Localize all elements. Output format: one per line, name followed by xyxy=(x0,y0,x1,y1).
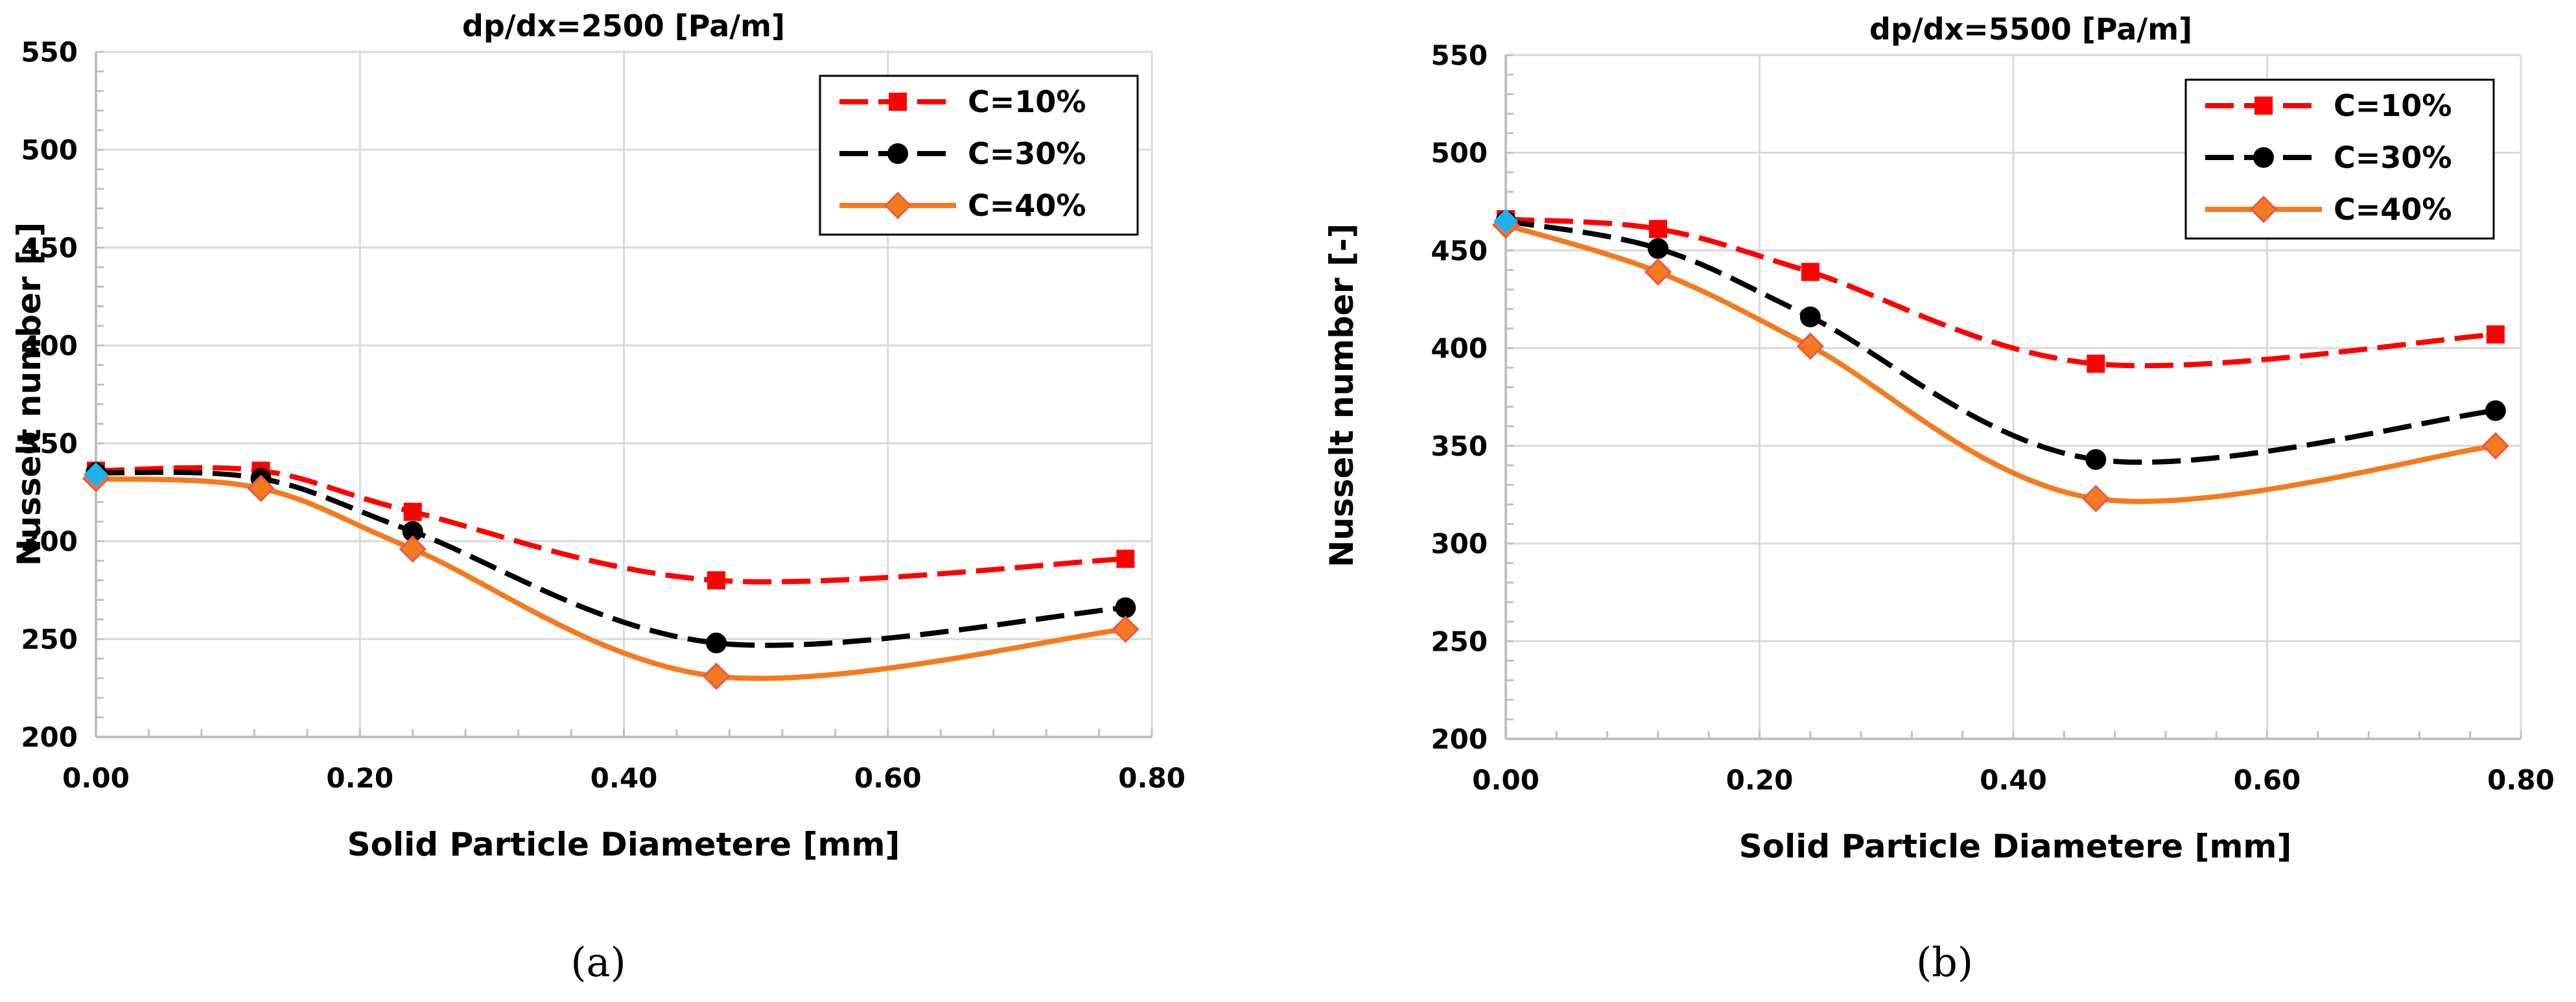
series-C=10% xyxy=(87,461,1135,590)
legend-marker xyxy=(2249,195,2278,224)
y-tick-label: 350 xyxy=(21,428,78,460)
data-point xyxy=(1799,306,1821,327)
data-point xyxy=(702,662,731,690)
series-C=40% xyxy=(82,465,1140,690)
legend-box xyxy=(2184,78,2495,240)
y-tick-label: 300 xyxy=(1431,528,1488,560)
legend-marker xyxy=(2253,147,2274,168)
chart-panel-a: dp/dx=2500 [Pa/m] 200 250 300 350 400 450 500 55… xyxy=(10,8,1186,986)
data-point xyxy=(1116,550,1135,568)
x-tick-label: 0.60 xyxy=(854,762,922,794)
x-tick-label: 0.60 xyxy=(2234,764,2301,796)
data-point xyxy=(2082,485,2110,513)
data-point xyxy=(1796,332,1824,360)
legend-label: C=10% xyxy=(968,84,1086,119)
series-C=30% xyxy=(86,462,1136,654)
x-tick-label: 0.00 xyxy=(62,762,130,794)
legend-marker xyxy=(887,143,908,164)
gridlines xyxy=(96,51,1153,737)
y-tick-label: 250 xyxy=(1431,625,1488,657)
legend-label: C=40% xyxy=(2334,192,2452,227)
y-tick-label: 400 xyxy=(1431,332,1488,364)
data-point xyxy=(2486,325,2505,344)
series-line xyxy=(95,465,1126,585)
data-point xyxy=(1801,262,1820,281)
highlight-point xyxy=(84,462,108,487)
y-tick-label: 200 xyxy=(1431,723,1488,755)
data-point xyxy=(247,474,275,502)
x-axis-label: Solid Particle Diametere [mm] xyxy=(1739,828,2292,865)
data-point xyxy=(707,571,726,590)
data-point xyxy=(1648,220,1667,239)
legend: C=10% C=30% C=40% xyxy=(819,75,1139,236)
legend: C=10% C=30% C=40% xyxy=(2184,78,2495,240)
legend-marker xyxy=(884,191,912,220)
data-point xyxy=(402,520,423,542)
chart-panel-b: dp/dx=5500 [Pa/m] 200 250 300 350 400 450 500 55… xyxy=(1288,0,2576,1002)
y-tick-label: 350 xyxy=(1431,430,1488,462)
data-point xyxy=(706,633,727,654)
series-line xyxy=(95,469,1126,648)
y-tick-label: 450 xyxy=(1431,235,1488,266)
y-tick-label: 500 xyxy=(1431,137,1488,169)
y-tick-label: 200 xyxy=(21,721,78,753)
data-point xyxy=(399,535,427,563)
series-line xyxy=(1505,222,2496,504)
axes xyxy=(1505,54,2522,740)
chart-b-svg: dp/dx=5500 [Pa/m] 200 250 300 350 400 450 500 55… xyxy=(1323,12,2555,986)
y-tick-label: 400 xyxy=(21,330,78,362)
series-C=30% xyxy=(1495,211,2506,470)
data-point xyxy=(2481,432,2509,460)
legend-label: C=30% xyxy=(2334,140,2452,175)
legend-box xyxy=(819,75,1139,236)
data-point xyxy=(1647,238,1669,259)
x-tick-label: 0.80 xyxy=(1118,762,1186,794)
chart-title: dp/dx=5500 [Pa/m] xyxy=(1869,12,2192,47)
y-tick-label: 250 xyxy=(21,623,78,655)
legend-marker xyxy=(2254,97,2273,115)
series-line xyxy=(1505,218,2496,465)
y-tick-label: 450 xyxy=(21,232,78,264)
data-point xyxy=(1112,615,1140,644)
y-tick-label: 550 xyxy=(21,36,78,68)
y-tick-label: 500 xyxy=(21,134,78,166)
chart-a-svg: dp/dx=2500 [Pa/m] 200 250 300 350 400 450 500 55… xyxy=(10,8,1186,986)
data-point xyxy=(403,502,422,521)
x-tick-label: 0.80 xyxy=(2487,764,2555,796)
series-line xyxy=(1505,216,2496,369)
series-line xyxy=(95,476,1126,681)
y-tick-label: 300 xyxy=(21,526,78,557)
axes xyxy=(95,51,1153,738)
figure-caption: (b) xyxy=(1916,938,1973,986)
data-point xyxy=(1115,597,1136,618)
x-tick-label: 0.20 xyxy=(1726,764,1794,796)
legend-label: C=30% xyxy=(968,136,1086,171)
legend-label: C=10% xyxy=(2334,88,2452,123)
x-axis-label: Solid Particle Diametere [mm] xyxy=(347,826,900,863)
y-axis-label: Nusselt number [-] xyxy=(10,222,48,566)
x-tick-label: 0.00 xyxy=(1472,764,1540,796)
highlight-point xyxy=(1493,209,1518,234)
x-tick-label: 0.40 xyxy=(1980,764,2047,796)
data-point xyxy=(2087,355,2105,373)
figure-caption: (a) xyxy=(570,938,626,986)
data-point xyxy=(1644,258,1672,286)
legend-label: C=40% xyxy=(968,188,1086,223)
x-tick-label: 0.20 xyxy=(326,762,393,794)
y-axis-label: Nusselt number [-] xyxy=(1323,224,1361,568)
data-point xyxy=(2485,400,2506,421)
y-tick-label: 550 xyxy=(1431,40,1488,71)
chart-title: dp/dx=2500 [Pa/m] xyxy=(462,8,785,43)
data-point xyxy=(2085,449,2107,470)
series-C=40% xyxy=(1492,211,2509,513)
x-tick-label: 0.40 xyxy=(591,762,658,794)
legend-marker xyxy=(889,93,907,111)
